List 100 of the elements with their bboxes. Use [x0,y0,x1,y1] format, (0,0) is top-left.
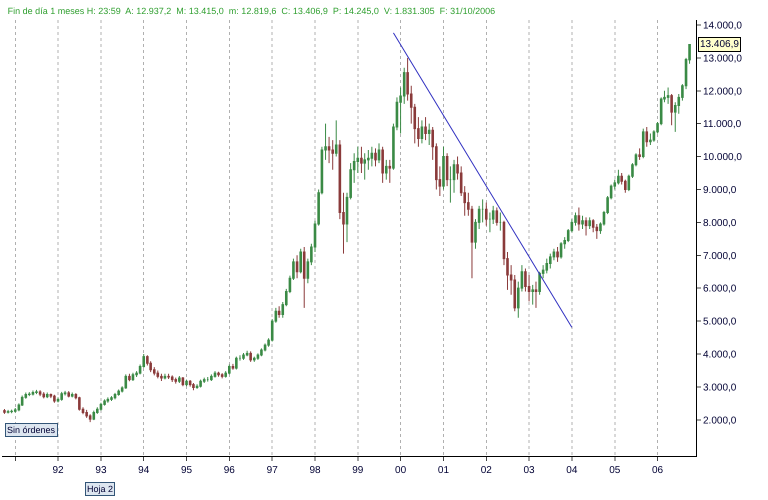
candlestick [228,364,231,375]
candlestick [442,146,445,190]
y-tick-label: 9.000,0 [703,184,737,196]
y-tick-label: 6.000,0 [703,284,737,295]
candlestick [128,373,131,382]
y-tick-label: 3.000,0 [703,382,737,394]
x-tick-label: 97 [266,465,278,476]
candlestick [124,374,128,390]
candlestick [260,348,263,357]
x-tick-label: 92 [52,465,64,476]
candlestick [363,152,366,180]
candlestick [334,120,338,158]
candlestick [174,377,178,384]
candlestick [252,356,256,362]
candlestick [246,350,248,357]
y-tick-label: 4.000,0 [703,349,737,360]
candlestick [617,169,620,186]
candlestick [85,409,88,418]
x-tick-label: 01 [438,465,450,476]
candlestick [217,371,220,378]
y-tick-label: 13.000,0 [703,53,742,64]
candlestick [32,390,34,396]
candlestick [192,382,195,391]
candlestick [117,389,120,396]
x-tick-label: 04 [566,465,578,476]
candlestick [649,133,652,146]
x-tick-label: 96 [224,465,236,476]
y-tick-label: 5.000,0 [703,316,737,328]
candlestick [206,376,210,382]
candlestick [46,392,49,399]
x-tick-label: 98 [309,465,321,476]
candlestick [210,374,213,382]
candlestick [531,284,534,306]
candlestick [670,94,673,126]
candlestick [156,370,160,379]
candlestick [132,372,134,382]
candlestick [428,123,430,146]
x-tick-label: 03 [523,465,536,476]
candlestick [42,392,46,399]
y-tick-label: 8.000,0 [703,218,737,229]
candlestick [581,215,584,230]
candlestick [67,390,70,398]
candlestick [384,159,388,180]
candlestick [196,384,198,390]
candlestick [638,148,641,160]
candlestick [235,356,238,370]
candlestick [378,142,380,164]
candlestick [28,392,31,397]
candlestick [114,392,116,400]
x-tick-label: 99 [352,465,364,476]
y-tick-label: 7.000,0 [703,250,737,262]
candlestick [106,396,110,404]
candlestick [420,120,424,144]
x-tick-label: 06 [652,465,664,476]
candlestick [182,376,184,387]
candlestick [70,392,74,398]
candlestick [331,140,334,170]
candlestick [584,216,588,236]
candlestick [302,246,306,308]
annotation: Sin órdenes [7,425,56,435]
candlestick [381,146,384,184]
candlestick [78,396,81,412]
candlestick [242,352,245,360]
x-tick-label: 94 [138,465,150,476]
candlestick [556,246,559,262]
candlestick [484,202,488,226]
candlestick [103,398,106,406]
candlestick [232,363,234,370]
candlestick [100,402,102,412]
candlestick [388,159,392,184]
candlestick [642,128,645,159]
candlestick [588,216,591,230]
candlestick [249,350,252,362]
candlestick [645,126,648,148]
text: Hoja 2 [87,484,114,494]
candlestick [374,148,377,167]
candlestick [446,152,448,187]
candlestick [496,207,498,226]
candlestick [424,116,427,141]
candlestick [202,377,206,384]
y-tick-label: 10.000,0 [703,152,742,164]
candlestick [60,391,63,402]
candlestick [170,374,174,382]
x-tick-label: 02 [480,465,492,476]
candlestick [499,212,502,232]
candlestick [214,370,216,378]
x-tick-label: 05 [609,465,621,476]
candlestick [185,379,188,387]
candlestick [110,396,113,402]
candlestick [278,306,280,318]
candlestick [578,207,580,232]
x-tick-label: 00 [395,465,407,476]
candlestick [35,389,38,395]
candlestick [360,146,363,174]
y-tick-label: 12.000,0 [703,86,742,98]
candlestick [3,408,6,414]
candlestick [178,376,181,384]
chart-title: Fin de día 1 meses H: 23:59 A: 12.937,2 M: 13.415,0 m: 12.819,6 C: 13.406,9 P: 14.245,0 V: 1.831.305 F: 31/10/2006 [8,6,496,16]
candlestick [199,379,202,388]
y-tick-label: 2.000,0 [703,415,737,426]
